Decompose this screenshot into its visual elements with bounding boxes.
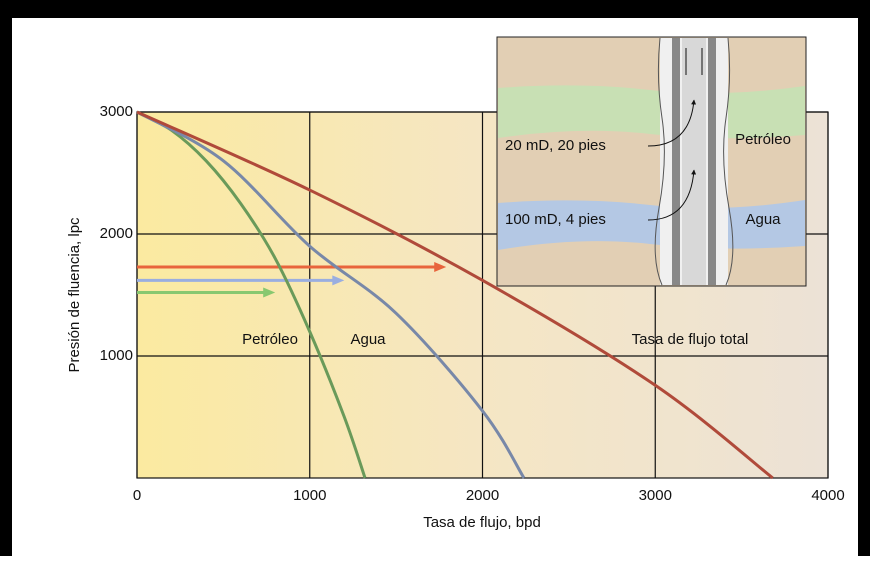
curve (136, 110, 774, 480)
arrow-head (434, 261, 447, 272)
tubing (682, 38, 706, 285)
border (858, 0, 870, 556)
x-tick-label: 1000 (293, 487, 326, 504)
inset-label: 100 mD, 4 pies (505, 211, 606, 228)
inset-label: Agua (745, 211, 781, 228)
y-axis-label: Presión de fluencia, lpc (66, 217, 83, 373)
flow-arrow (647, 99, 697, 147)
plot-frame (136, 111, 829, 479)
curve-label: Tasa de flujo total (632, 331, 749, 348)
curve (136, 110, 367, 479)
x-tick-label: 3000 (639, 487, 672, 504)
x-axis-label: Tasa de flujo, bpd (423, 514, 541, 531)
y-tick-label: 3000 (100, 103, 133, 120)
arrow-head (263, 287, 276, 298)
curve-label: Petróleo (242, 331, 298, 348)
flow-arrow (647, 169, 697, 221)
inset: 20 mD, 20 pies 100 mD, 4 pies Petróleo A… (496, 36, 807, 287)
y-tick-label: 1000 (100, 347, 133, 364)
x-tick-label: 2000 (466, 487, 499, 504)
curve-label: Agua (350, 331, 386, 348)
wall (723, 37, 734, 286)
casing (672, 38, 680, 285)
curve (136, 110, 526, 479)
x-tick-label: 0 (133, 487, 141, 504)
arrow-head (332, 275, 345, 286)
inset-frame (496, 36, 807, 287)
border (0, 0, 12, 556)
wall (654, 37, 665, 286)
casing (708, 38, 716, 285)
y-tick-label: 2000 (100, 225, 133, 242)
inset-label: Petróleo (735, 131, 791, 148)
x-tick-label: 4000 (811, 487, 844, 504)
water-zone (498, 200, 805, 250)
border (0, 0, 870, 18)
inset-label: 20 mD, 20 pies (505, 137, 606, 154)
